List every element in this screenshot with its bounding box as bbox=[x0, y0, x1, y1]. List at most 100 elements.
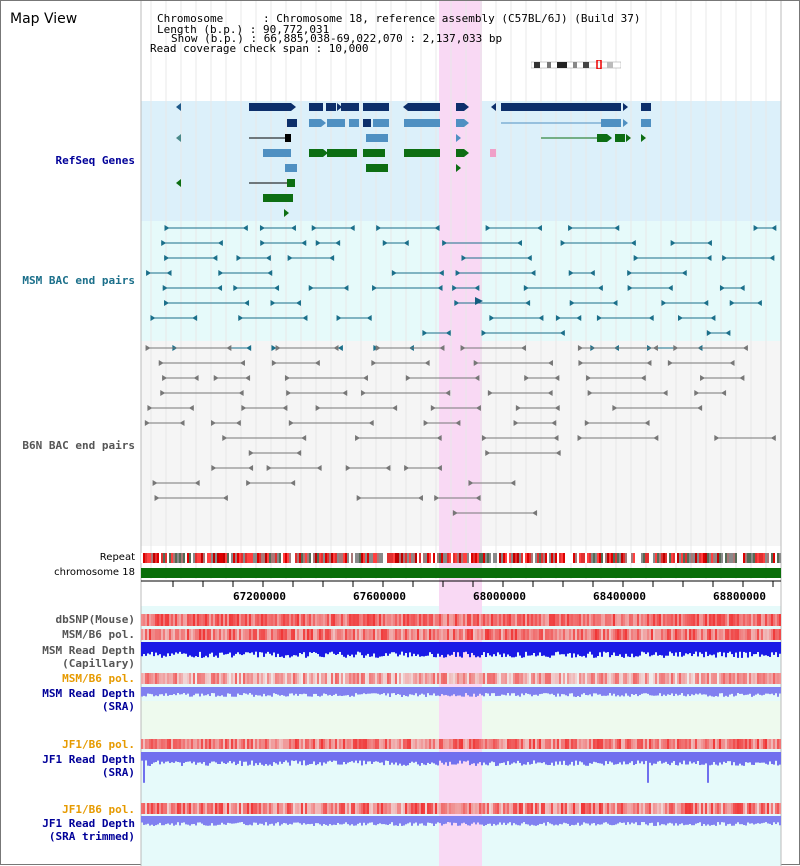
jf1-pol-heat-cell bbox=[461, 739, 463, 749]
msm-pol-sra-heat-cell bbox=[515, 673, 517, 684]
bac-end-marker bbox=[520, 345, 526, 351]
msm-depth-sra-bar bbox=[679, 687, 681, 695]
jf1-depth-trim-bar bbox=[239, 816, 241, 823]
msm-depth-sra-bar bbox=[271, 687, 273, 697]
jf1-depth-trim-bar bbox=[141, 816, 143, 823]
jf1-depth-trim-bar bbox=[703, 816, 705, 825]
msm-depth-sra-bar bbox=[485, 687, 487, 694]
dbsnp-heat-cell bbox=[311, 614, 313, 626]
jf1-depth-sra-bar bbox=[283, 752, 285, 763]
msm-pol-heat-cell bbox=[691, 629, 693, 640]
dbsnp-heat-cell bbox=[413, 614, 415, 626]
jf1-pol-heat-cell bbox=[621, 739, 623, 749]
jf1-depth-trim-bar bbox=[447, 816, 449, 823]
jf1-pol-trim-heat-cell bbox=[667, 803, 669, 814]
msm-depth-cap-bar bbox=[255, 642, 257, 652]
repeat-cell bbox=[507, 553, 509, 563]
bac-end-marker bbox=[473, 360, 479, 366]
chromosome-ideogram[interactable] bbox=[530, 54, 622, 70]
msm-pol-heat-cell bbox=[481, 629, 483, 640]
jf1-depth-trim-bar bbox=[537, 816, 539, 826]
jf1-pol-trim-heat-cell bbox=[237, 803, 239, 814]
jf1-depth-trim-bar bbox=[183, 816, 185, 823]
msm-depth-sra-bar bbox=[387, 687, 389, 694]
jf1-pol-trim-heat-cell bbox=[769, 803, 771, 814]
jf1-pol-heat-cell bbox=[353, 739, 355, 749]
jf1-pol-trim-heat-cell bbox=[417, 803, 419, 814]
dbsnp-heat-cell bbox=[207, 614, 209, 626]
bac-end-marker bbox=[706, 330, 712, 336]
msm-depth-sra-bar bbox=[463, 687, 465, 697]
jf1-depth-trim-bar bbox=[635, 816, 637, 823]
jf1-depth-trim-bar bbox=[715, 816, 717, 826]
msm-pol-heat-cell bbox=[561, 629, 563, 640]
msm-depth-sra-bar bbox=[589, 687, 591, 695]
bac-end-marker bbox=[271, 345, 277, 351]
dbsnp-heat-cell bbox=[563, 614, 565, 626]
msm-depth-sra-bar bbox=[351, 687, 353, 696]
dbsnp-heat-cell bbox=[445, 614, 447, 626]
jf1-depth-trim-bar bbox=[565, 816, 567, 824]
msm-pol-sra-heat-cell bbox=[167, 673, 169, 684]
bac-end-marker bbox=[753, 225, 759, 231]
repeat-cell bbox=[221, 553, 223, 563]
msm-pol-heat-cell bbox=[307, 629, 309, 640]
msm-depth-cap-bar bbox=[481, 642, 483, 656]
dbsnp-heat-cell bbox=[215, 614, 217, 626]
jf1-depth-sra-bar bbox=[581, 752, 583, 763]
msm-depth-cap-bar bbox=[707, 642, 709, 657]
dbsnp-heat-cell bbox=[357, 614, 359, 626]
jf1-pol-trim-heat-cell bbox=[201, 803, 203, 814]
repeat-cell bbox=[555, 553, 557, 563]
jf1-depth-sra-bar bbox=[227, 752, 229, 763]
jf1-pol-heat-cell bbox=[725, 739, 727, 749]
msm-pol-heat-cell bbox=[515, 629, 517, 640]
repeat-cell bbox=[367, 553, 369, 563]
jf1-depth-trim-bar bbox=[509, 816, 511, 823]
msm-depth-cap-bar bbox=[577, 642, 579, 655]
jf1-depth-sra-bar bbox=[705, 752, 707, 764]
msm-pol-heat-cell bbox=[245, 629, 247, 640]
dbsnp-heat-cell bbox=[691, 614, 693, 626]
msm-pol-heat-cell bbox=[743, 629, 745, 640]
repeat-cell bbox=[181, 553, 183, 563]
msm-depth-cap-bar bbox=[701, 642, 703, 654]
bac-end-marker bbox=[576, 315, 582, 321]
jf1-depth-trim-bar bbox=[383, 816, 385, 825]
dbsnp-heat-cell bbox=[669, 614, 671, 626]
jf1-pol-trim-heat-cell bbox=[339, 803, 341, 814]
dbsnp-heat-cell bbox=[345, 614, 347, 626]
dbsnp-heat-cell bbox=[281, 614, 283, 626]
jf1-pol-trim-heat-cell bbox=[433, 803, 435, 814]
jf1-depth-trim-bar bbox=[335, 816, 337, 825]
repeat-cell bbox=[253, 553, 255, 563]
msm-depth-sra-bar bbox=[471, 687, 473, 697]
jf1-depth-sra-bar bbox=[615, 752, 617, 765]
bac-end-marker bbox=[578, 360, 584, 366]
msm-depth-sra-bar bbox=[299, 687, 301, 695]
msm-pol-heat-cell bbox=[615, 629, 617, 640]
msm-depth-sra-bar bbox=[657, 687, 659, 696]
jf1-pol-heat-cell bbox=[579, 739, 581, 749]
msm-pol-sra-heat-cell bbox=[157, 673, 159, 684]
msm-depth-cap-bar bbox=[591, 642, 593, 655]
msm-depth-cap-bar bbox=[193, 642, 195, 658]
repeat-cell bbox=[415, 553, 417, 563]
jf1-pol-heat-cell bbox=[551, 739, 553, 749]
msm-pol-sra-heat-cell bbox=[187, 673, 189, 684]
jf1-depth-sra-bar bbox=[161, 752, 163, 762]
jf1-pol-trim-heat-cell bbox=[725, 803, 727, 814]
dbsnp-heat-cell bbox=[621, 614, 623, 626]
jf1-pol-heat-cell bbox=[449, 739, 451, 749]
msm-pol-heat-cell bbox=[665, 629, 667, 640]
dbsnp-heat-cell bbox=[229, 614, 231, 626]
msm-depth-cap-bar bbox=[699, 642, 701, 653]
jf1-pol-trim-heat-cell bbox=[409, 803, 411, 814]
jf1-depth-sra-bar bbox=[141, 752, 143, 761]
dbsnp-heat-cell bbox=[695, 614, 697, 626]
msm-depth-cap-bar bbox=[367, 642, 369, 654]
repeat-cell bbox=[175, 553, 177, 563]
track-label-dbsnp: dbSNP(Mouse) bbox=[55, 613, 135, 626]
dbsnp-heat-cell bbox=[277, 614, 279, 626]
